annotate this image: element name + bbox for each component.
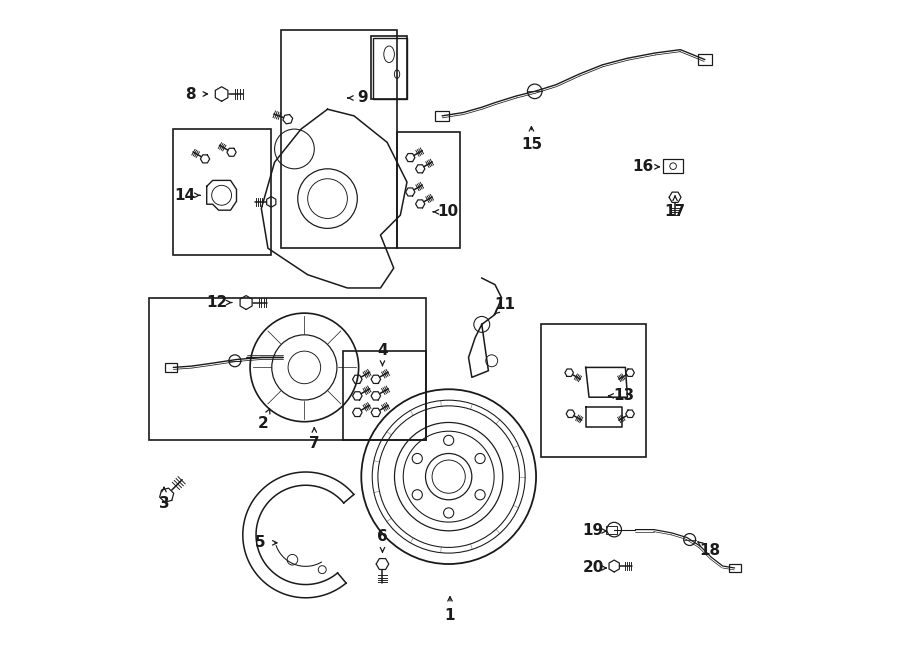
Text: 2: 2 (258, 416, 269, 431)
Text: 14: 14 (175, 188, 196, 203)
Text: 17: 17 (664, 205, 686, 219)
Bar (174, 129, 271, 255)
Text: 3: 3 (158, 496, 169, 510)
Bar (542, 324, 646, 457)
Bar (663, 159, 683, 173)
Text: 13: 13 (613, 389, 634, 403)
Bar (149, 298, 427, 440)
Text: 6: 6 (377, 529, 388, 544)
Text: 1: 1 (445, 608, 455, 623)
Text: 5: 5 (255, 536, 266, 550)
Text: 7: 7 (309, 436, 320, 451)
Text: 20: 20 (582, 561, 604, 575)
Text: 8: 8 (185, 87, 196, 101)
Text: 15: 15 (521, 137, 542, 152)
Text: 10: 10 (437, 205, 459, 219)
Bar (397, 132, 460, 248)
Text: 12: 12 (206, 295, 228, 310)
Text: 16: 16 (633, 160, 654, 174)
Bar (373, 38, 407, 99)
Bar (281, 30, 397, 248)
Bar (698, 54, 712, 65)
Text: 9: 9 (357, 91, 368, 105)
Text: 4: 4 (377, 344, 388, 358)
Bar (436, 111, 449, 121)
Text: 18: 18 (699, 544, 720, 558)
Bar (371, 36, 407, 99)
Text: 19: 19 (582, 524, 604, 538)
Text: 11: 11 (494, 297, 516, 312)
Bar (343, 351, 427, 440)
Bar (607, 526, 616, 534)
Bar (729, 563, 741, 572)
Bar (165, 363, 176, 372)
